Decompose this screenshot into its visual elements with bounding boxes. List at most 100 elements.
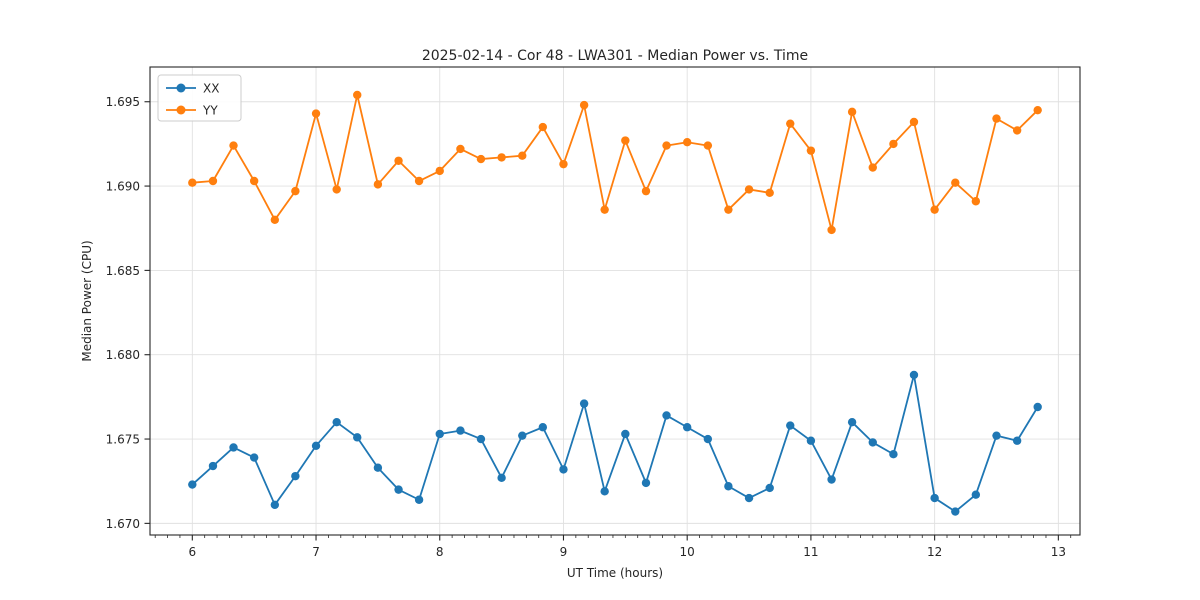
data-point: [868, 163, 877, 172]
data-point: [600, 205, 609, 214]
data-point: [703, 434, 713, 444]
data-point: [229, 141, 238, 150]
data-point: [270, 215, 280, 224]
data-point: [744, 185, 754, 194]
legend-marker: [176, 83, 186, 93]
data-point: [889, 139, 898, 149]
data-point: [909, 117, 919, 127]
axes: 6 7 8 9 10 11 12 13 1.670 1.675 1.680 1.685 1.690 1.6…: [106, 66, 1081, 559]
data-point: [435, 429, 444, 439]
data-point: [497, 153, 506, 162]
data-point: [744, 493, 754, 503]
y-axis-label: Median Power (CPU): [80, 240, 94, 361]
data-point: [518, 151, 527, 160]
chart-title: 2025-02-14 - Cor 48 - LWA301 - Median Po…: [422, 48, 808, 64]
data-point: [992, 431, 1001, 440]
data-point: [394, 485, 403, 494]
data-point: [476, 154, 486, 164]
data-series: [188, 90, 1042, 516]
data-point: [497, 473, 506, 483]
data-point: [621, 429, 630, 439]
data-point: [971, 490, 981, 499]
data-point: [1012, 126, 1022, 135]
x-tick-label: 9: [560, 545, 568, 559]
data-point: [208, 176, 218, 186]
data-point: [456, 426, 465, 435]
data-point: [786, 421, 795, 430]
x-tick-label: 10: [680, 545, 695, 559]
data-point: [249, 453, 259, 462]
data-point: [435, 166, 444, 176]
data-point: [930, 493, 939, 503]
data-point: [311, 109, 321, 118]
data-point: [992, 114, 1001, 123]
plot-frame: [149, 66, 1081, 536]
data-point: [579, 100, 589, 110]
legend: XX YY: [157, 74, 242, 122]
y-tick-label: 1.690: [106, 180, 140, 194]
x-axis-label: UT Time (hours): [567, 566, 663, 580]
data-point: [600, 487, 609, 496]
y-tick-label: 1.675: [106, 433, 140, 447]
data-point: [579, 399, 589, 408]
data-point: [270, 500, 280, 510]
data-point: [786, 119, 795, 128]
data-point: [971, 197, 981, 206]
data-point: [621, 136, 630, 145]
data-point: [373, 463, 383, 472]
data-point: [847, 107, 857, 117]
data-point: [311, 441, 321, 450]
data-point: [765, 188, 774, 198]
data-point: [518, 431, 527, 440]
data-point: [909, 370, 919, 380]
legend-label: YY: [202, 104, 218, 118]
data-point: [476, 434, 486, 444]
data-point: [641, 186, 651, 196]
x-tick-label: 13: [1051, 545, 1066, 559]
data-point: [1033, 402, 1042, 412]
data-point: [414, 176, 424, 186]
data-point: [538, 423, 548, 432]
x-tick-label: 6: [188, 545, 196, 559]
legend-box: [157, 74, 242, 122]
data-point: [889, 450, 898, 459]
data-point: [353, 433, 362, 442]
data-point: [827, 475, 836, 484]
data-point: [930, 205, 939, 214]
data-point: [1012, 436, 1022, 445]
data-point: [291, 186, 300, 196]
data-point: [188, 480, 197, 489]
data-point: [682, 138, 692, 147]
data-point: [332, 417, 341, 427]
legend-marker: [176, 105, 186, 115]
y-tick-label: 1.680: [106, 348, 140, 362]
data-point: [291, 471, 300, 481]
data-point: [951, 507, 960, 516]
data-point: [456, 144, 465, 154]
data-point: [394, 156, 403, 165]
y-tick-label: 1.695: [106, 95, 140, 109]
data-point: [806, 436, 816, 445]
data-point: [373, 180, 383, 189]
x-tick-label: 7: [312, 545, 320, 559]
data-point: [414, 495, 424, 504]
data-point: [1033, 105, 1042, 115]
x-tick-label: 11: [803, 545, 818, 559]
data-point: [682, 423, 692, 432]
data-point: [847, 417, 857, 427]
series-line-xx: [191, 374, 1039, 513]
data-point: [559, 465, 568, 474]
data-point: [806, 146, 816, 155]
data-point: [951, 178, 960, 187]
series-line-yy: [192, 94, 1039, 231]
data-point: [827, 225, 836, 235]
data-point: [332, 185, 341, 194]
y-tick-label: 1.685: [106, 264, 140, 278]
data-point: [724, 205, 733, 214]
data-point: [229, 443, 238, 452]
data-point: [353, 90, 362, 100]
data-point: [662, 411, 671, 420]
data-point: [703, 141, 713, 150]
